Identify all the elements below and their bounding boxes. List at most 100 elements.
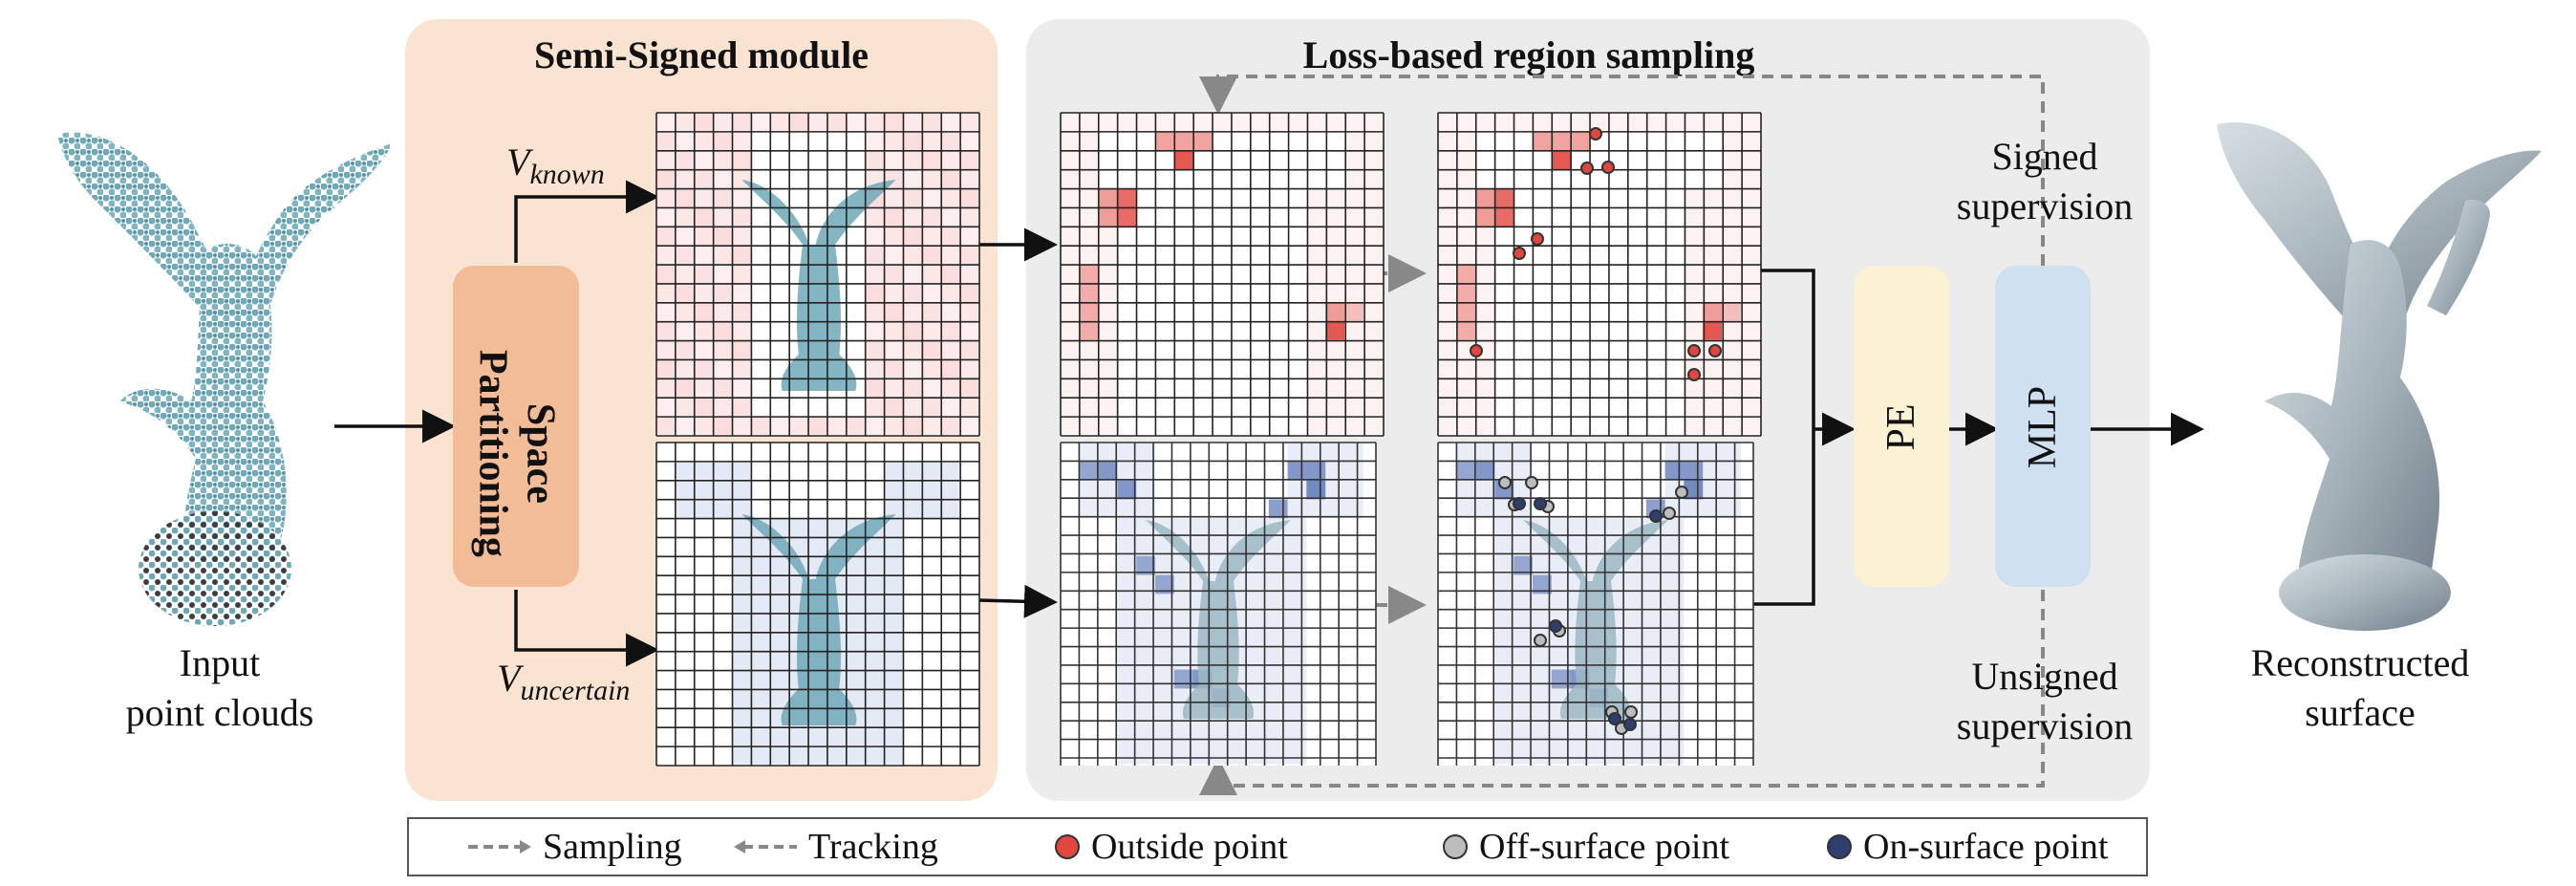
grid-sample2-cell [1703, 188, 1722, 207]
grid-sample1-cell [1061, 302, 1080, 321]
grid-uncertain-cell [846, 669, 865, 689]
v-known-label: Vknown [506, 143, 605, 189]
grid-sample4-cell [1664, 688, 1685, 708]
grid-sample1-cell [1098, 358, 1118, 378]
grid-known-cell [883, 113, 903, 132]
grid-sample2-cell [1475, 226, 1495, 246]
grid-known-cell [694, 339, 714, 359]
grid-sample3-cell [1117, 555, 1137, 575]
grid-sample2-cell [1438, 150, 1457, 170]
grid-known-cell [864, 113, 884, 132]
grid-sample2-cell [1722, 207, 1741, 227]
grid-sample2-hot [1475, 207, 1495, 227]
grid-sample4-cell [1475, 443, 1495, 462]
grid-sample2-cell [1722, 264, 1741, 284]
grid-sample2-cell [1722, 302, 1741, 321]
grid-sample4-cell [1456, 499, 1476, 519]
grid-known-cell [732, 378, 751, 397]
outside-point [1513, 247, 1526, 260]
grid-uncertain-statue [741, 514, 896, 725]
grid-uncertain-cell [751, 613, 770, 632]
grid-sample1-cell [1098, 264, 1118, 284]
grid-sample2-cell [1456, 378, 1476, 397]
grid-sample1-cell [1061, 320, 1080, 340]
grid-uncertain-cell [826, 726, 846, 746]
grid-known-cell [864, 207, 884, 227]
grid-known-cell [940, 245, 959, 265]
grid-sample1-hot [1098, 188, 1118, 207]
grid-sample2-cell [1703, 415, 1722, 435]
grid-sample2-cell [1722, 358, 1741, 378]
grid-sample2-cell [1456, 113, 1476, 132]
grid-sample1-cell [1061, 358, 1080, 378]
grid-uncertain-cell [732, 461, 751, 481]
mlp-label: MLP [2021, 385, 2065, 469]
grid-uncertain-cell [769, 650, 789, 670]
grid-known-cell [940, 320, 959, 340]
grid-sample3-cell [1287, 499, 1307, 519]
v-known-sub: known [529, 159, 605, 190]
grid-sample3-cell [1136, 537, 1155, 556]
grid-sample4-cell [1703, 461, 1722, 481]
grid-known-cell [864, 245, 884, 265]
grid-sample3-cell [1079, 443, 1099, 462]
grid-sample3-cell [1268, 632, 1288, 651]
grid-sample2-cell [1703, 245, 1722, 265]
grid-sample1-cell [1344, 188, 1363, 207]
grid-uncertain-cell [788, 726, 808, 746]
grid-sample2-cell [1722, 150, 1741, 170]
grid-sample4-cell [1551, 574, 1571, 594]
grid-known-cell [694, 245, 714, 265]
grid-uncertain-cell [732, 669, 751, 689]
grid-sample4-cell [1627, 632, 1646, 651]
grid-sample1-cell [1079, 245, 1099, 265]
grid-sample4-cell [1627, 669, 1646, 689]
grid-uncertain-cell [864, 537, 884, 556]
signed-supervision-line1: Signed [1991, 135, 2098, 178]
grid-known-cell [958, 131, 978, 151]
grid-sample2-cell [1703, 358, 1722, 378]
grid-uncertain-cell [883, 518, 903, 537]
grid-known-cell [958, 397, 978, 416]
off-surface-point [1525, 476, 1538, 489]
grid-known-cell [656, 378, 676, 397]
grid-sample3-cell [1344, 480, 1363, 500]
grid-known-cell [921, 397, 940, 416]
grid-uncertain-cell [732, 613, 751, 632]
output-caption: Reconstructed surface [2226, 638, 2494, 738]
grid-known-cell [883, 226, 903, 246]
grid-sample1-cell [1325, 358, 1344, 378]
grid-uncertain-cell [713, 480, 733, 500]
grid-known-cell [921, 302, 940, 321]
grid-sample2-cell [1740, 283, 1760, 302]
tracking-arrow-icon [734, 840, 797, 854]
grid-uncertain-cell [732, 480, 751, 500]
grid-known-cell [694, 207, 714, 227]
grid-sample4-cell [1645, 745, 1665, 765]
grid-sample1-cell [1363, 150, 1383, 170]
grid-known-cell [846, 415, 865, 435]
grid-sample1-hot [1098, 207, 1118, 227]
legend-off-surface: Off-surface point [1443, 819, 1729, 875]
legend-tracking-label: Tracking [808, 827, 938, 867]
grid-sample4-cell [1494, 443, 1514, 462]
grid-known-cell [940, 302, 959, 321]
grid-known-cell [769, 113, 789, 132]
grid-sample4-cell [1645, 707, 1665, 726]
grid-known-cell [694, 320, 714, 340]
grid-sample4-cell [1570, 537, 1590, 556]
grid-sample2-cell [1740, 113, 1760, 132]
grid-known-cell [883, 150, 903, 170]
grid-known-cell [864, 320, 884, 340]
grid-sample4-cell [1589, 537, 1609, 556]
grid-sample4-cell [1494, 555, 1514, 575]
grid-known-cell [921, 378, 940, 397]
grid-sample1-cell [1363, 226, 1383, 246]
grid-known-cell [921, 207, 940, 227]
grid-sample3-cell [1268, 726, 1288, 746]
grid-uncertain-cell [883, 745, 903, 765]
grid-sample4-cell [1703, 443, 1722, 462]
grid-known-cell [694, 302, 714, 321]
grid-sample2-cell [1438, 226, 1457, 246]
grid-sample4-cell [1664, 518, 1685, 537]
